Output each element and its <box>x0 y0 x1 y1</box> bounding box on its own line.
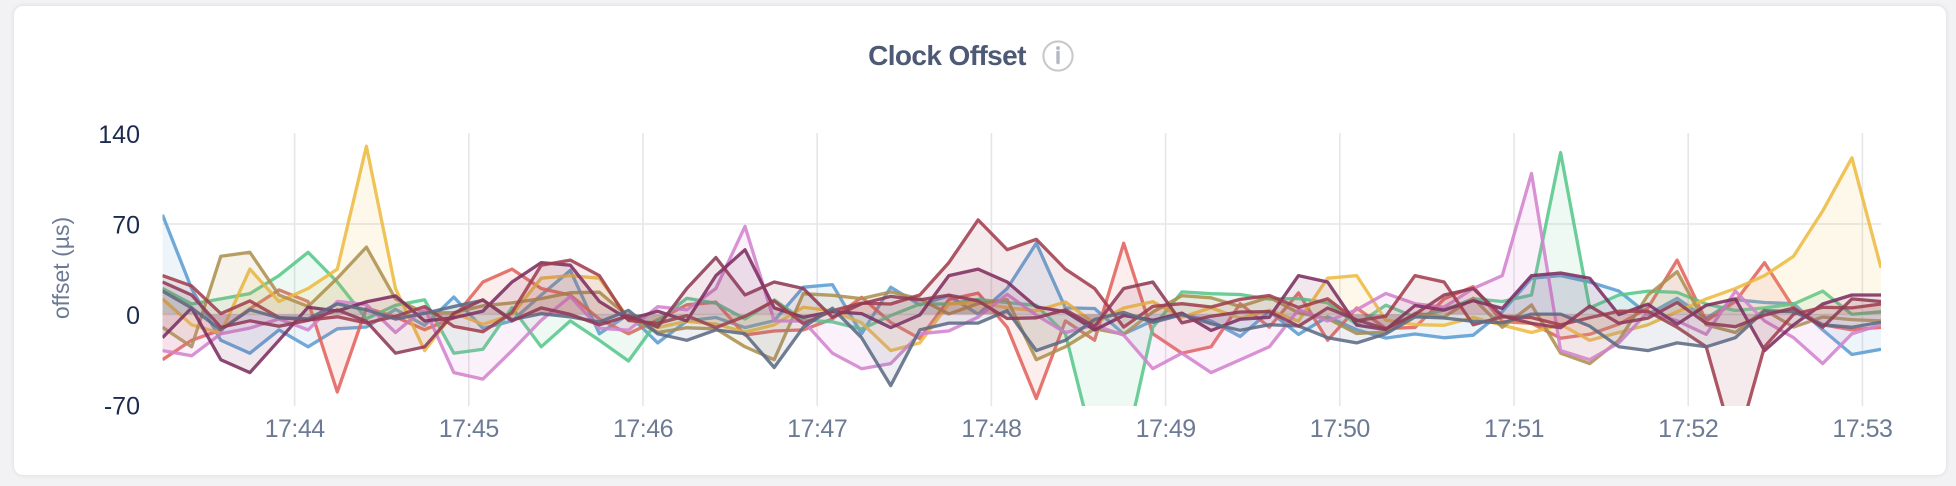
svg-text:17:45: 17:45 <box>439 415 499 443</box>
svg-text:0: 0 <box>126 302 140 330</box>
svg-text:-70: -70 <box>104 393 140 421</box>
svg-text:17:49: 17:49 <box>1136 415 1196 443</box>
svg-text:17:44: 17:44 <box>265 415 326 443</box>
svg-text:17:48: 17:48 <box>961 415 1021 443</box>
svg-text:70: 70 <box>112 212 140 240</box>
svg-text:17:53: 17:53 <box>1832 415 1892 443</box>
svg-text:140: 140 <box>98 121 140 149</box>
svg-text:17:47: 17:47 <box>787 415 847 443</box>
svg-text:17:50: 17:50 <box>1310 415 1370 443</box>
svg-text:offset (µs): offset (µs) <box>48 217 74 319</box>
svg-text:17:46: 17:46 <box>613 415 673 443</box>
svg-text:17:52: 17:52 <box>1658 415 1718 443</box>
svg-text:17:51: 17:51 <box>1484 415 1544 443</box>
